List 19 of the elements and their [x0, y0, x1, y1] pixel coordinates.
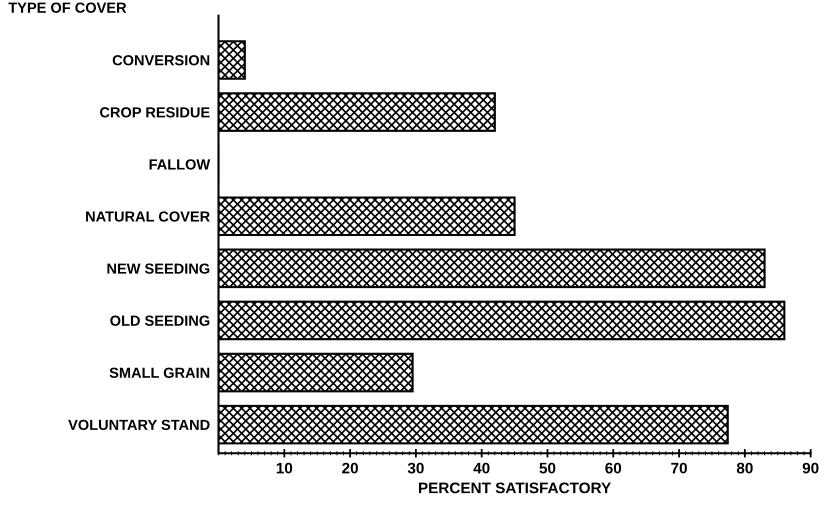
y-tick-label: OLD SEEDING — [110, 316, 210, 326]
x-tick-label: 60 — [605, 462, 622, 474]
x-tick-label: 10 — [276, 462, 292, 474]
y-tick-label: NEW SEEDING — [107, 263, 210, 274]
y-tick-label: NATURAL COVER — [86, 211, 210, 222]
y-tick-label: FALLOW — [150, 159, 210, 170]
y-tick-label: VOLUNTARY STAND — [68, 420, 210, 430]
y-tick-label: CROP RESIDUE — [100, 107, 210, 118]
x-tick-label: 90 — [802, 462, 819, 474]
y-axis-title: TYPE OF COVER — [8, 2, 126, 13]
x-tick-label: 70 — [671, 462, 687, 474]
x-tick-label: 80 — [736, 462, 753, 474]
x-tick-label: 30 — [408, 462, 424, 474]
x-axis-title: PERCENT SATISFACTORY — [418, 482, 611, 494]
y-tick-label: CONVERSION — [112, 55, 210, 66]
x-tick-label: 50 — [539, 462, 556, 474]
y-tick-label: SMALL GRAIN — [110, 368, 210, 378]
x-tick-label: 40 — [473, 462, 490, 474]
x-tick-label: 20 — [342, 462, 358, 474]
